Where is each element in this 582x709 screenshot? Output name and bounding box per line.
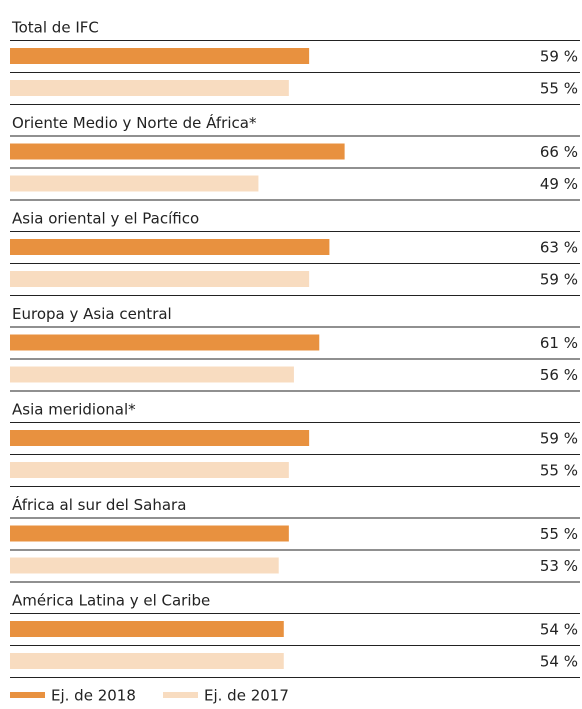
category-label: América Latina y el Caribe: [12, 592, 210, 610]
value-label: 54 %: [540, 621, 578, 639]
legend-swatch: [163, 692, 198, 698]
bar: [10, 175, 259, 192]
category-label: Asia oriental y el Pacífico: [12, 210, 199, 228]
value-label: 56 %: [540, 366, 578, 384]
bar: [10, 143, 345, 160]
bar: [10, 621, 284, 637]
legend-label: Ej. de 2017: [204, 687, 289, 705]
bar: [10, 239, 330, 255]
value-label: 63 %: [540, 239, 578, 257]
legend-label: Ej. de 2018: [51, 687, 136, 705]
category-label: Europa y Asia central: [12, 305, 172, 323]
value-label: 54 %: [540, 653, 578, 671]
value-label: 49 %: [540, 175, 578, 193]
bar: [10, 653, 284, 669]
value-label: 53 %: [540, 557, 578, 575]
value-label: 55 %: [540, 80, 578, 98]
bar: [10, 430, 310, 446]
bar: [10, 80, 289, 96]
category-label: Asia meridional*: [12, 401, 136, 419]
value-label: 59 %: [540, 271, 578, 289]
bar: [10, 48, 310, 64]
value-label: 55 %: [540, 525, 578, 543]
value-label: 66 %: [540, 143, 578, 161]
value-label: 55 %: [540, 462, 578, 480]
legend-swatch: [10, 692, 45, 698]
category-label: Total de IFC: [11, 19, 99, 37]
bar: [10, 525, 289, 542]
category-label: Oriente Medio y Norte de África*: [12, 113, 257, 132]
value-label: 59 %: [540, 430, 578, 448]
bar: [10, 334, 320, 351]
bar: [10, 462, 289, 478]
bar: [10, 557, 279, 574]
value-label: 61 %: [540, 334, 578, 352]
bar: [10, 366, 294, 383]
bar: [10, 271, 310, 287]
value-label: 59 %: [540, 48, 578, 66]
category-label: África al sur del Sahara: [12, 495, 186, 514]
